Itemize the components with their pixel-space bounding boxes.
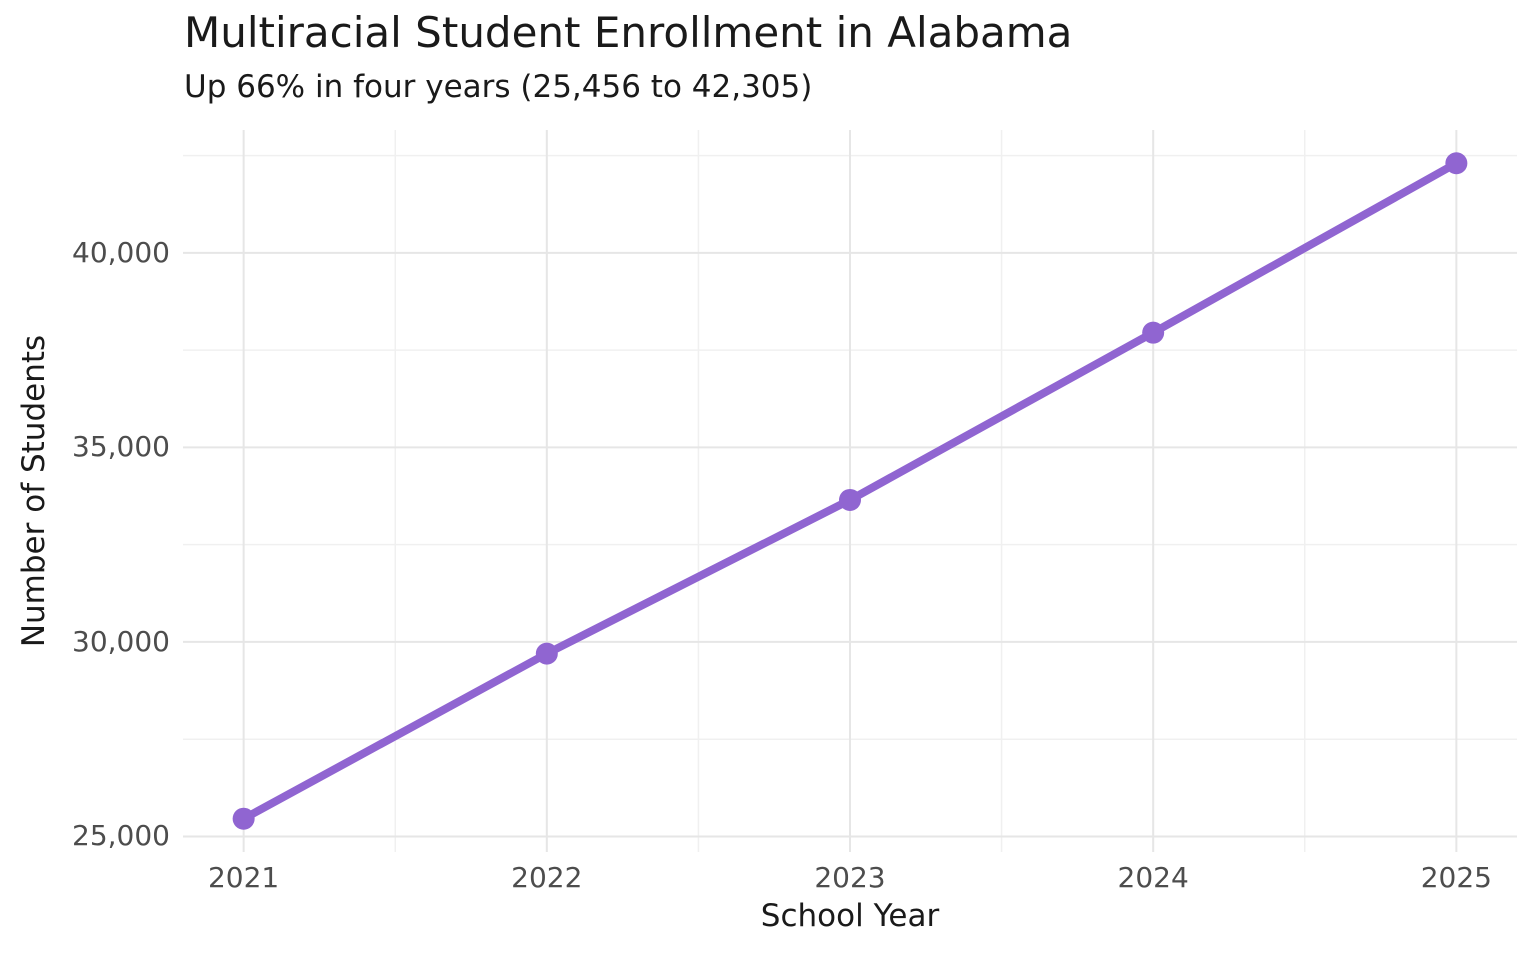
y-tick-labels: 25,000 30,000 35,000 40,000 — [0, 0, 170, 960]
x-tick-label: 2022 — [511, 861, 583, 894]
y-tick-label: 30,000 — [72, 624, 170, 658]
x-tick-label: 2024 — [1117, 861, 1189, 894]
data-point — [1142, 321, 1165, 344]
x-tick-label: 2021 — [207, 861, 280, 894]
y-tick-label: 35,000 — [72, 430, 170, 464]
x-tick-label: 2023 — [814, 861, 886, 894]
x-axis-title: School Year — [760, 898, 940, 934]
data-point — [839, 488, 861, 511]
data-point — [535, 642, 558, 665]
x-tick-label: 2025 — [1420, 861, 1492, 894]
data-point — [1445, 152, 1468, 175]
data-point — [232, 807, 255, 830]
y-tick-label: 25,000 — [72, 819, 170, 853]
y-tick-label: 40,000 — [72, 235, 170, 269]
chart-title: Multiracial Student Enrollment in Alabam… — [184, 8, 1073, 57]
chart-subtitle: Up 66% in four years (25,456 to 42,305) — [184, 69, 813, 105]
